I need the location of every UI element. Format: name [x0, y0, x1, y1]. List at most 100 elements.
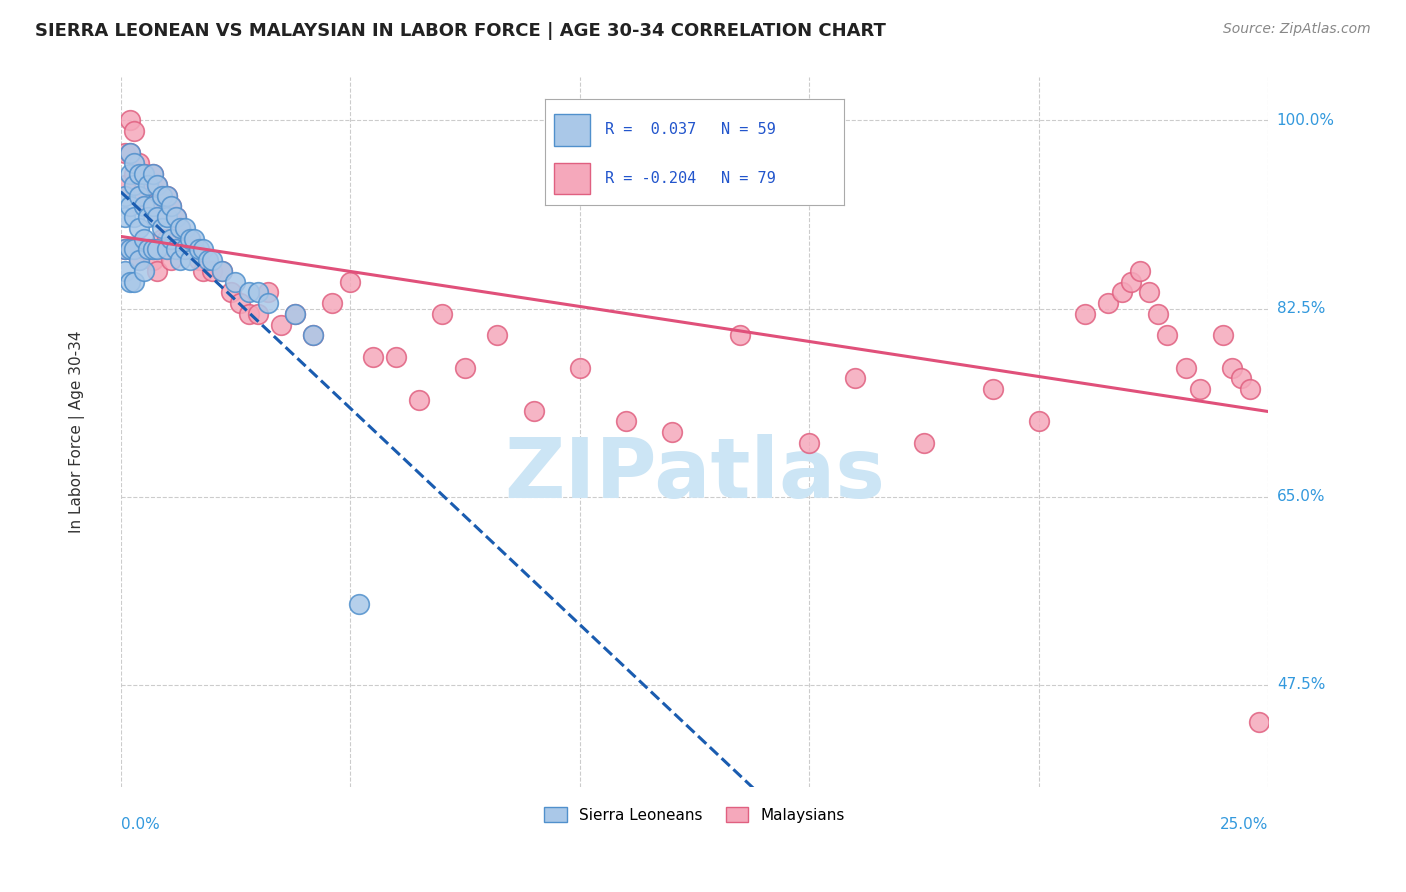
Point	[128, 221, 150, 235]
Point	[132, 199, 155, 213]
Point	[361, 350, 384, 364]
Point	[1147, 307, 1170, 321]
Point	[1156, 328, 1178, 343]
Point	[169, 221, 191, 235]
Text: Source: ZipAtlas.com: Source: ZipAtlas.com	[1223, 22, 1371, 37]
Point	[150, 188, 173, 202]
Point	[981, 382, 1004, 396]
Point	[165, 210, 187, 224]
Point	[136, 210, 159, 224]
Point	[118, 199, 141, 213]
Point	[136, 178, 159, 192]
Point	[256, 296, 278, 310]
Point	[1097, 296, 1119, 310]
Point	[912, 436, 935, 450]
Point	[193, 243, 215, 257]
Point	[174, 243, 197, 257]
Point	[1174, 360, 1197, 375]
Point	[118, 167, 141, 181]
Point	[155, 243, 177, 257]
Point	[118, 145, 141, 160]
Point	[150, 232, 173, 246]
Point	[124, 243, 146, 257]
Point	[187, 253, 209, 268]
Point	[183, 232, 205, 246]
Point	[132, 167, 155, 181]
Point	[1239, 382, 1261, 396]
Point	[146, 178, 169, 192]
Point	[124, 178, 146, 192]
Point	[128, 253, 150, 268]
Point	[128, 167, 150, 181]
Point	[136, 243, 159, 257]
Point	[187, 243, 209, 257]
Point	[155, 188, 177, 202]
Point	[174, 221, 197, 235]
Point	[174, 232, 197, 246]
Point	[183, 243, 205, 257]
Point	[160, 232, 183, 246]
Point	[219, 285, 242, 300]
Point	[114, 210, 136, 224]
Point	[146, 210, 169, 224]
Text: SIERRA LEONEAN VS MALAYSIAN IN LABOR FORCE | AGE 30-34 CORRELATION CHART: SIERRA LEONEAN VS MALAYSIAN IN LABOR FOR…	[35, 22, 886, 40]
Point	[614, 414, 637, 428]
Point	[128, 156, 150, 170]
Text: 47.5%: 47.5%	[1277, 677, 1324, 692]
Point	[1249, 715, 1271, 730]
Point	[146, 243, 169, 257]
Point	[844, 371, 866, 385]
Point	[160, 253, 183, 268]
Point	[114, 188, 136, 202]
Point	[114, 243, 136, 257]
Point	[146, 264, 169, 278]
Point	[523, 403, 546, 417]
Point	[349, 597, 371, 611]
Point	[1028, 414, 1050, 428]
Point	[142, 253, 165, 268]
Point	[302, 328, 325, 343]
Point	[160, 199, 183, 213]
Point	[270, 318, 292, 332]
Point	[142, 199, 165, 213]
Point	[146, 210, 169, 224]
Point	[1137, 285, 1160, 300]
Point	[284, 307, 307, 321]
Point	[247, 307, 270, 321]
Point	[730, 328, 752, 343]
Point	[229, 296, 252, 310]
Point	[118, 113, 141, 128]
Point	[169, 253, 191, 268]
Point	[124, 124, 146, 138]
Point	[114, 243, 136, 257]
Point	[179, 253, 201, 268]
Point	[124, 275, 146, 289]
Point	[124, 243, 146, 257]
Text: 0.0%: 0.0%	[121, 817, 159, 832]
Point	[1220, 360, 1243, 375]
Point	[124, 167, 146, 181]
Point	[247, 285, 270, 300]
Point	[385, 350, 408, 364]
Point	[165, 243, 187, 257]
Point	[661, 425, 683, 439]
Point	[197, 253, 219, 268]
Point	[150, 221, 173, 235]
Point	[1074, 307, 1097, 321]
Point	[128, 188, 150, 202]
Point	[302, 328, 325, 343]
Point	[1119, 275, 1142, 289]
Point	[224, 275, 246, 289]
Point	[201, 264, 224, 278]
Point	[136, 243, 159, 257]
Text: 100.0%: 100.0%	[1277, 113, 1334, 128]
Point	[211, 264, 233, 278]
Point	[179, 232, 201, 246]
Point	[1129, 264, 1152, 278]
Point	[128, 253, 150, 268]
Legend: Sierra Leoneans, Malaysians: Sierra Leoneans, Malaysians	[538, 801, 851, 829]
Point	[155, 210, 177, 224]
Point	[155, 188, 177, 202]
Point	[169, 221, 191, 235]
Text: 25.0%: 25.0%	[1220, 817, 1268, 832]
